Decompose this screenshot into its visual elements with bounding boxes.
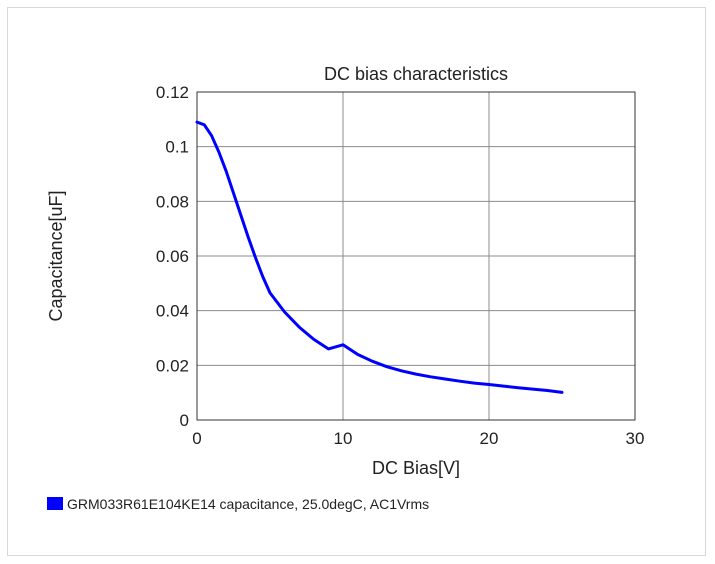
y-tick-label: 0.12 <box>156 83 189 102</box>
series-layer <box>195 120 564 394</box>
y-tick-label: 0 <box>180 411 189 430</box>
y-tick-label: 0.06 <box>156 247 189 266</box>
grid-lines <box>196 91 636 421</box>
plot-area <box>196 91 636 421</box>
series-line <box>195 120 564 394</box>
chart-frame <box>7 7 706 556</box>
chart-title: DC bias characteristics <box>324 64 508 84</box>
legend-swatch <box>47 497 63 510</box>
y-axis-label: Capacitance[uF] <box>46 190 66 321</box>
y-tick-label: 0.08 <box>156 192 189 211</box>
x-tick-label: 30 <box>626 429 645 448</box>
y-tick-label: 0.1 <box>165 138 189 157</box>
x-tick-label: 10 <box>334 429 353 448</box>
x-tick-label: 0 <box>192 429 201 448</box>
y-tick-label: 0.04 <box>156 302 189 321</box>
x-tick-label: 20 <box>480 429 499 448</box>
y-tick-labels: 0 0.02 0.04 0.06 0.08 0.1 0.12 <box>156 83 189 430</box>
y-tick-label: 0.02 <box>156 356 189 375</box>
x-tick-labels: 0 10 20 30 <box>192 429 644 448</box>
legend-entry: GRM033R61E104KE14 capacitance, 25.0degC,… <box>67 496 429 512</box>
x-axis-label: DC Bias[V] <box>372 458 460 478</box>
